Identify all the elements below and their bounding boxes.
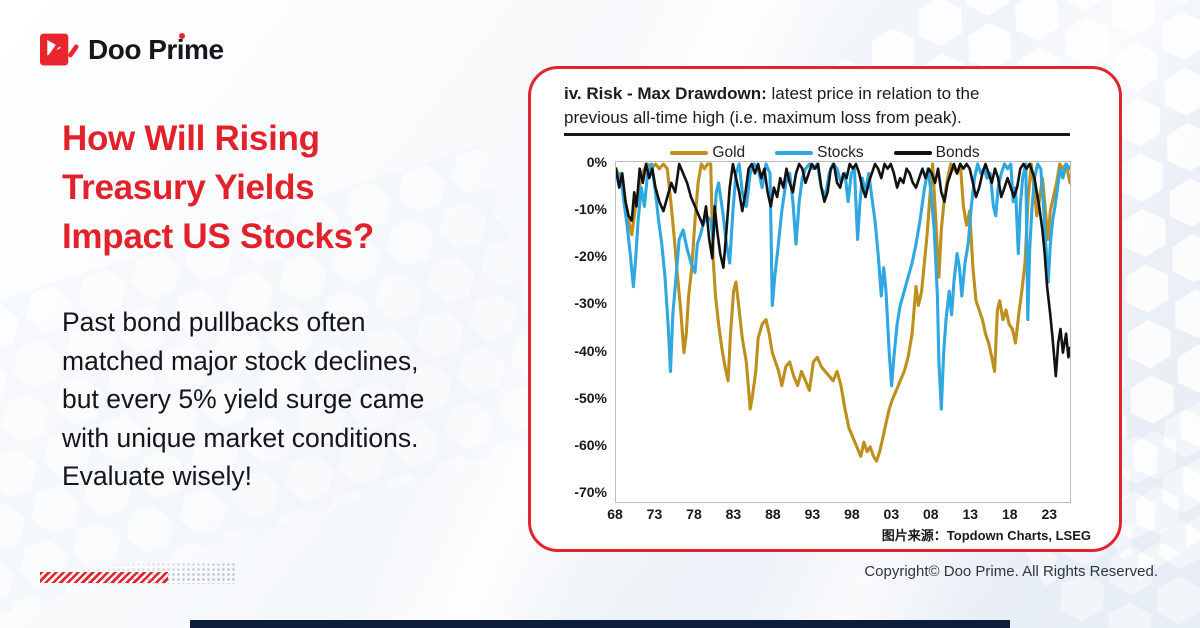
y-axis-label: -30% [574,295,607,312]
headline-line: How Will Rising [62,119,320,158]
y-axis-label: -10% [574,201,607,218]
legend-swatch-stocks [775,151,814,155]
y-axis-label: -20% [574,248,607,265]
y-axis-label: -50% [574,389,607,406]
legend-swatch-gold [670,151,709,155]
legend-item-bonds: Bonds [893,144,980,162]
source-label: 图片来源： [881,528,947,543]
body-text-line: matched major stock declines, [62,345,419,376]
legend-label: Bonds [935,144,980,161]
x-axis-label: 68 [607,506,623,522]
legend-swatch-bonds [893,151,932,155]
x-axis-label: 98 [844,506,860,522]
red-hatch-decoration [40,572,168,583]
chart-card: iv. Risk - Max Drawdown: latest price in… [528,66,1122,552]
y-axis-label: 0% [586,154,607,170]
x-axis-label: 03 [883,506,900,522]
source-note: 图片来源：Topdown Charts, LSEG [882,525,1091,544]
y-axis-label: -40% [574,342,607,359]
x-axis-label: 73 [646,506,663,522]
chart-title-bold: iv. Risk - Max Drawdown: [564,84,767,103]
hexagon-pattern-left [0,144,572,616]
headline: How Will Rising Treasury Yields Impact US … [62,114,502,261]
body-text-line: Past bond pullbacks often [62,307,366,337]
legend-item-gold: Gold [670,144,745,162]
chart-title: iv. Risk - Max Drawdown: latest price in… [564,82,1074,130]
brand-text: Doo Prime [88,34,224,65]
headline-line: Impact US Stocks? [62,217,374,256]
series-gold-line [614,162,1072,463]
series-stocks-line [614,162,1072,411]
x-axis-label: 88 [765,506,781,522]
body-text: Past bond pullbacks often matched major s… [62,303,512,496]
doo-prime-logo-icon [40,33,79,66]
logo-i-dot [179,33,185,39]
x-axis-label: 93 [804,506,821,522]
chart-legend: Gold Stocks Bonds [531,144,1119,162]
y-axis-label: -70% [574,483,607,500]
title-divider [564,133,1070,136]
body-text-line: but every 5% yield surge came [62,384,425,414]
copyright-text: Copyright© Doo Prime. All Rights Reserve… [864,563,1158,580]
legend-label: Gold [712,144,746,161]
chart-title-line2: previous all-time high (i.e. maximum los… [564,108,962,127]
x-axis-label: 13 [962,506,979,522]
headline-line: Treasury Yields [62,168,315,207]
x-axis-label: 08 [923,506,939,522]
bottom-navy-bar [190,620,1010,628]
body-text-line: Evaluate wisely! [62,461,253,491]
drawdown-chart [614,162,1072,463]
body-text-line: with unique market conditions. [62,422,419,453]
legend-label: Stocks [817,144,864,161]
x-axis-label: 83 [725,506,742,522]
source-value: Topdown Charts, LSEG [946,528,1091,543]
x-axis-label: 23 [1041,506,1058,522]
doo-prime-logo: Doo Prime [40,29,224,71]
legend-item-stocks: Stocks [775,144,864,162]
chart-plot-area [614,161,1072,503]
x-axis-label: 78 [686,506,702,522]
series-bonds-line [614,162,1072,378]
y-axis-label: -60% [574,436,607,453]
x-axis-label: 18 [1001,506,1018,522]
chart-title-rest: latest price in relation to the [766,84,980,103]
hexagon-pattern-bottom-right [1001,363,1200,628]
